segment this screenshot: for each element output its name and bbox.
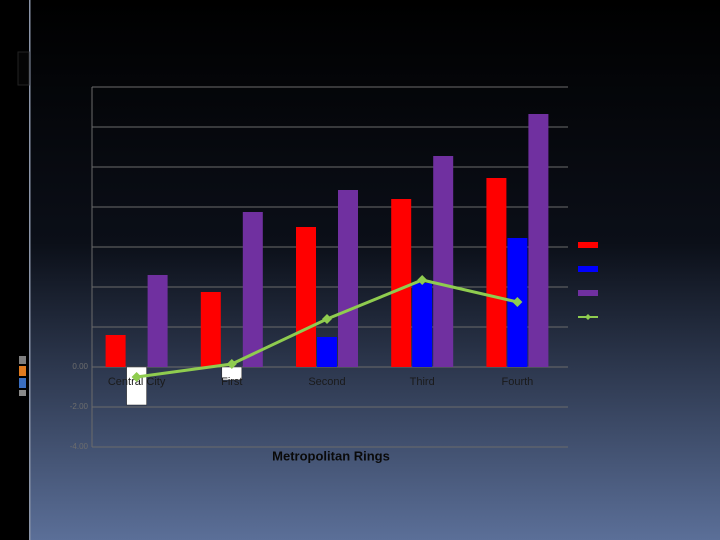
bar [412,283,433,367]
y-tick-label: -2.00 [70,402,89,411]
y-tick-label: -4.00 [70,442,89,451]
line-marker [226,359,237,369]
bar [105,335,126,367]
x-tick-label: Third [410,376,435,388]
bar [242,212,263,367]
legend-marker [578,242,598,248]
legend-marker [578,266,598,272]
bar [317,337,337,367]
divider [29,0,31,540]
bar [296,227,316,367]
line-marker [322,314,332,324]
bar [338,190,358,367]
y-tick-label: 0.00 [72,362,88,371]
bar [200,292,221,367]
bar [147,275,168,367]
bar [391,199,412,367]
bar [528,114,549,367]
bar [433,156,454,367]
x-tick-label: Central City [108,376,166,388]
line-marker [417,275,428,285]
accent-square [19,356,26,364]
accent-block [17,51,30,86]
x-axis-title: Metropolitan Rings [272,448,390,463]
legend-marker [578,290,598,296]
accent-square [19,390,26,396]
accent-square [19,378,26,388]
line-marker [512,297,523,307]
line-marker [131,372,142,382]
x-tick-label: First [221,376,242,388]
legend-marker [585,314,591,320]
bar [486,178,507,367]
left-strip [0,0,29,540]
x-tick-label: Second [308,376,345,388]
x-tick-label: Fourth [502,376,534,388]
accent-square [19,366,26,376]
